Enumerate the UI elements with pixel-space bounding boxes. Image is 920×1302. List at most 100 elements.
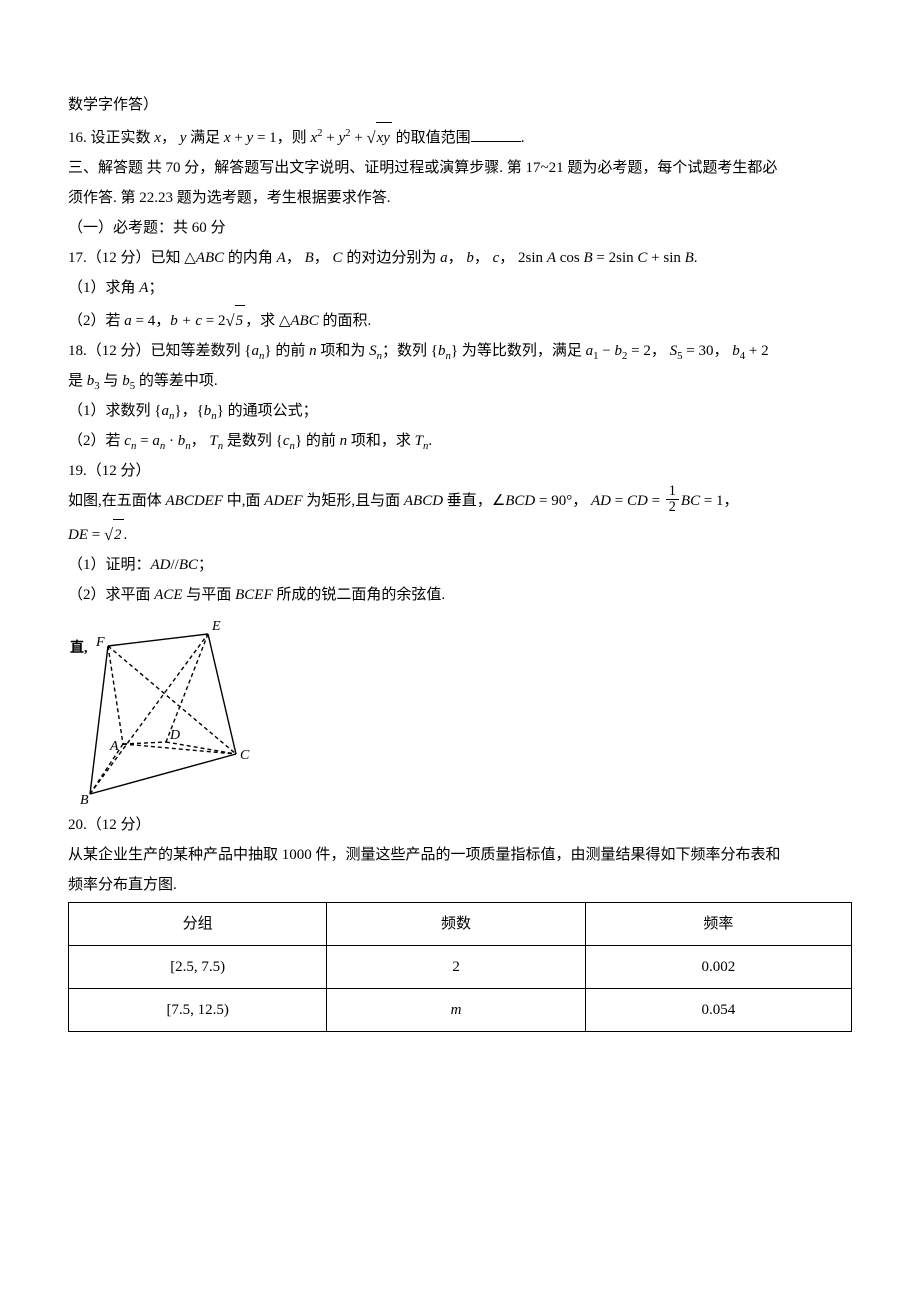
q19-p2: （2）求平面 <box>68 587 154 603</box>
q17-p2-end: 的面积. <box>319 313 372 329</box>
q18-head4: ；数列 <box>382 343 431 359</box>
q20-line2: 频率分布直方图. <box>68 870 852 900</box>
q18-p1-an: a <box>161 403 169 419</box>
q19-CD: CD <box>627 493 648 509</box>
q18-p1c: 的通项公式； <box>224 403 318 419</box>
q16: 16. 设正实数 x， y 满足 x + y = 1，则 x2 + y2 + √… <box>68 120 852 153</box>
q17-B: B <box>305 250 314 266</box>
q17-eq-eq: = 2sin <box>593 250 638 266</box>
q17-eq-C: C <box>637 250 647 266</box>
sub-a: （一）必考题：共 60 分 <box>68 213 852 243</box>
q19-eqCD: = <box>611 493 627 509</box>
q18-p2-an: a <box>152 433 160 449</box>
q16-x: x <box>154 130 161 146</box>
q18-part1: （1）求数列 {an}，{bn} 的通项公式； <box>68 396 852 426</box>
q17-p2-ABC: ABC <box>290 313 318 329</box>
q19-ABCD: ABCD <box>404 493 443 509</box>
q18-eq30: = 30 <box>683 343 714 359</box>
q17-c4: ， <box>474 250 489 266</box>
q19-ABCDEF: ABCDEF <box>166 493 224 509</box>
q17-p2-c: ， <box>155 313 170 329</box>
q19-eq-s2: = <box>88 527 104 543</box>
q19-line1: 如图,在五面体 ABCDEF 中,面 ADEF 为矩形,且与面 ABCD 垂直，… <box>68 486 852 517</box>
q17-b: b <box>466 250 474 266</box>
cell-freq-1: m <box>327 989 585 1032</box>
q19-p2c: 所成的锐二面角的余弦值. <box>273 587 446 603</box>
q18-p2f: . <box>428 433 432 449</box>
q19-DE: DE <box>68 527 88 543</box>
cell-prob-1: 0.054 <box>585 989 851 1032</box>
q18-p2d: 的前 <box>302 433 340 449</box>
q17-p1-end: ； <box>148 280 163 296</box>
q19-line2: DE = √2. <box>68 517 852 550</box>
q17-p2-text: ，求 <box>245 313 279 329</box>
q19-eqfrac: = <box>648 493 664 509</box>
q16-comma1: ， <box>161 130 176 146</box>
q18-line1: 18.（12 分）已知等差数列 {an} 的前 n 项和为 Sn；数列 {bn}… <box>68 336 852 366</box>
th-prob: 频率 <box>585 903 851 946</box>
q17-c3: ， <box>448 250 463 266</box>
q17-p2-sqrt: √5 <box>226 303 246 336</box>
q19-p1: （1）证明： <box>68 557 151 573</box>
q18-Tn: T <box>209 433 217 449</box>
q18-p2e: 项和，求 <box>347 433 415 449</box>
cell-group-0: [2.5, 7.5) <box>69 946 327 989</box>
q17-eq-plus: + sin <box>647 250 684 266</box>
prev-page-tail: 数学字作答） <box>68 90 852 120</box>
q18-part2: （2）若 cn = an · bn， Tn 是数列 {cn} 的前 n 项和，求… <box>68 426 852 456</box>
q20-head: 20.（12 分） <box>68 810 852 840</box>
q19-period: . <box>124 527 128 543</box>
q18-eqab: = <box>136 433 152 449</box>
q18-S5: S <box>670 343 678 359</box>
q18-eq2: = 2 <box>627 343 650 359</box>
q18-l2a: 是 <box>68 373 87 389</box>
q18-b4: b <box>732 343 740 359</box>
q18-plus2: + 2 <box>745 343 768 359</box>
q19-part1: （1）证明：AD//BC； <box>68 550 852 580</box>
q19-eq90: = 90° <box>535 493 572 509</box>
q17-p2-eq: = 2 <box>202 313 225 329</box>
cell-freq-0: 2 <box>327 946 585 989</box>
q17-part2: （2）若 a = 4，b + c = 2√5，求 △ABC 的面积. <box>68 303 852 336</box>
fig-label-C: C <box>240 748 250 763</box>
fig-label-D: D <box>169 728 180 743</box>
q16-blank <box>471 126 521 142</box>
q19-sqrt2: √2 <box>104 517 124 550</box>
q18-p1b: ， <box>182 403 197 419</box>
q18-n: n <box>309 343 317 359</box>
q16-sqrt: √xy <box>367 120 392 153</box>
q19-l1b: 中,面 <box>223 493 264 509</box>
q17-p2-tri: △ <box>279 313 291 329</box>
q17-p2-sqrt5: 5 <box>235 305 246 336</box>
q18-p2-cn2: c <box>283 433 290 449</box>
q16-plus1: + <box>323 130 339 146</box>
q17-eq-cos: cos <box>556 250 584 266</box>
q19-head: 19.（12 分） <box>68 456 852 486</box>
q17-head3: 的对边分别为 <box>343 250 441 266</box>
q17-c2: ， <box>314 250 329 266</box>
q16-sqrt-radicand: xy <box>376 122 392 153</box>
q19-p1-AD: AD <box>151 557 171 573</box>
q17-period: . <box>694 250 698 266</box>
q18-p2b: ， <box>191 433 206 449</box>
q19-AD: AD <box>591 493 611 509</box>
q19-eq1: = 1 <box>700 493 723 509</box>
q19-BCD: BCD <box>505 493 535 509</box>
q17-p2a: （2）若 <box>68 313 124 329</box>
q18-head3: 项和为 <box>317 343 370 359</box>
q19-halfBC: BC <box>681 493 700 509</box>
q19-figure: E F D A C B 直, <box>68 616 852 806</box>
table-row: [7.5, 12.5) m 0.054 <box>69 989 852 1032</box>
th-group: 分组 <box>69 903 327 946</box>
q18-c2: ， <box>714 343 729 359</box>
q17-p2-eq4: = 4 <box>132 313 155 329</box>
q16-plus2: + <box>351 130 367 146</box>
q16-eq-plus: + <box>231 130 247 146</box>
q17-c1: ， <box>286 250 301 266</box>
q19-p1-par: // <box>171 557 179 573</box>
q19-sqrt2-rad: 2 <box>113 519 124 550</box>
q17-ABC: ABC <box>196 250 224 266</box>
q17-tri: △ <box>184 250 196 266</box>
q19-l1d: 垂直， <box>443 493 492 509</box>
q18-line2: 是 b3 与 b5 的等差中项. <box>68 366 852 396</box>
